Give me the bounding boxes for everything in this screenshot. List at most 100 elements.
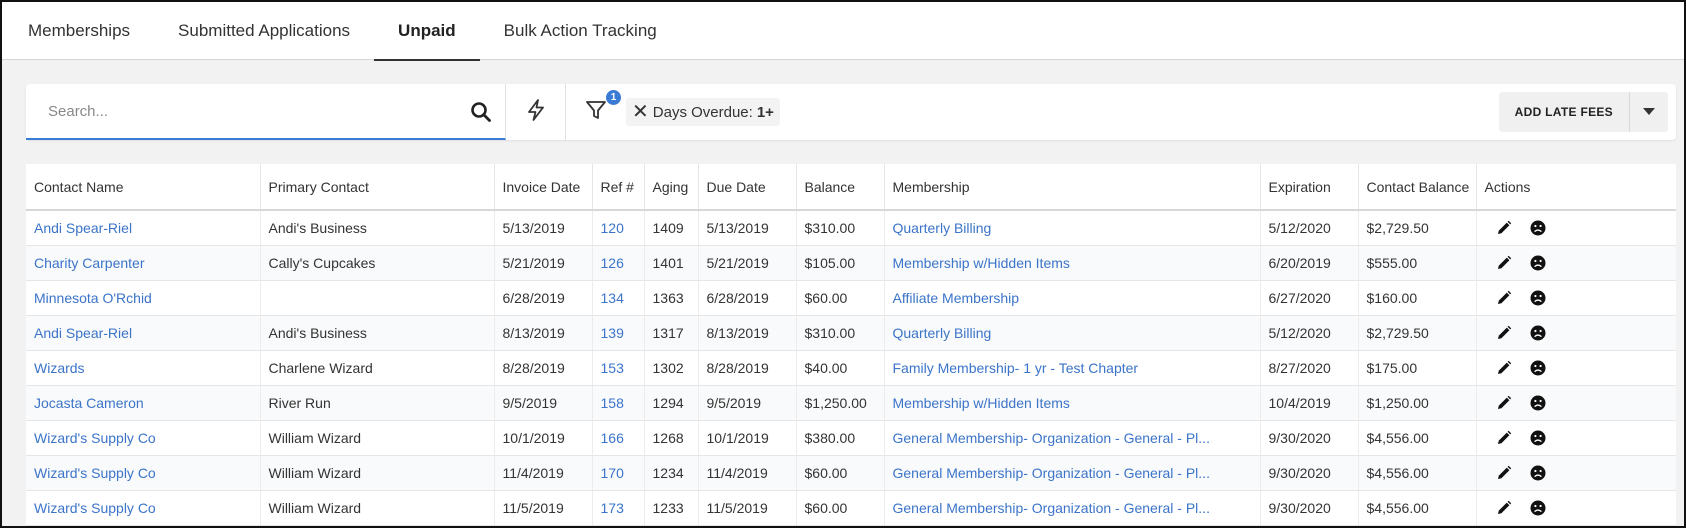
frown-face-icon[interactable] xyxy=(1529,324,1547,342)
membership-link[interactable]: Affiliate Membership xyxy=(884,280,1261,316)
frown-face-icon[interactable] xyxy=(1529,499,1547,517)
pencil-icon[interactable] xyxy=(1495,359,1513,377)
pencil-icon[interactable] xyxy=(1495,429,1513,447)
frown-face-icon[interactable] xyxy=(1529,254,1547,272)
table-row[interactable]: Minnesota O'Rchid 6/28/2019 134 1363 6/28/20… xyxy=(26,280,1676,316)
membership-link[interactable]: General Membership- Organization - Gener… xyxy=(884,455,1261,491)
membership-link[interactable]: Quarterly Billing xyxy=(884,315,1261,351)
tab-bulk-action-tracking[interactable]: Bulk Action Tracking xyxy=(503,21,657,40)
contact-name-link-text[interactable]: Minnesota O'Rchid xyxy=(34,289,152,306)
membership-link-text[interactable]: Affiliate Membership xyxy=(892,289,1020,306)
frown-face-icon[interactable] xyxy=(1529,429,1547,447)
frown-face-icon[interactable] xyxy=(1529,219,1547,237)
contact-name-link-text[interactable]: Wizard's Supply Co xyxy=(34,464,156,481)
ref-number-link[interactable]: 170 xyxy=(592,455,645,491)
column-header[interactable]: Primary Contact xyxy=(260,164,495,211)
frown-face-icon[interactable] xyxy=(1529,359,1547,377)
membership-link[interactable]: General Membership- Organization - Gener… xyxy=(884,490,1261,526)
column-header[interactable]: Expiration xyxy=(1260,164,1359,211)
membership-link-text[interactable]: Family Membership- 1 yr - Test Chapter xyxy=(892,359,1139,376)
membership-link[interactable]: Membership w/Hidden Items xyxy=(884,245,1261,281)
tab-submitted-applications[interactable]: Submitted Applications xyxy=(178,21,351,40)
ref-number-link-text[interactable]: 139 xyxy=(600,324,624,341)
pencil-icon[interactable] xyxy=(1495,394,1513,412)
membership-link-text[interactable]: General Membership- Organization - Gener… xyxy=(892,499,1210,516)
ref-number-link[interactable]: 153 xyxy=(592,350,645,386)
membership-link-text[interactable]: Membership w/Hidden Items xyxy=(892,254,1070,271)
membership-link-text[interactable]: Quarterly Billing xyxy=(892,324,992,341)
ref-number-link-text[interactable]: 126 xyxy=(600,254,624,271)
contact-name-link[interactable]: Andi Spear-Riel xyxy=(26,315,261,351)
add-late-fees-button[interactable]: ADD LATE FEES xyxy=(1499,92,1630,132)
contact-name-link-text[interactable]: Wizards xyxy=(34,359,85,376)
quick-actions-button[interactable] xyxy=(506,84,566,140)
membership-link-text[interactable]: Quarterly Billing xyxy=(892,219,992,236)
table-row[interactable]: Wizard's Supply Co William Wizard 10/1/201… xyxy=(26,420,1676,456)
contact-name-link[interactable]: Charity Carpenter xyxy=(26,245,261,281)
pencil-icon[interactable] xyxy=(1495,324,1513,342)
contact-name-link[interactable]: Wizard's Supply Co xyxy=(26,455,261,491)
frown-face-icon[interactable] xyxy=(1529,464,1547,482)
table-row[interactable]: Charity Carpenter Cally's Cupcakes 5/21/20… xyxy=(26,245,1676,281)
contact-name-link[interactable]: Wizard's Supply Co xyxy=(26,490,261,526)
ref-number-link[interactable]: 139 xyxy=(592,315,645,351)
membership-link-text[interactable]: General Membership- Organization - Gener… xyxy=(892,429,1210,446)
contact-name-link-text[interactable]: Wizard's Supply Co xyxy=(34,499,156,516)
pencil-icon[interactable] xyxy=(1495,289,1513,307)
contact-name-link[interactable]: Wizard's Supply Co xyxy=(26,420,261,456)
table-row[interactable]: Andi Spear-Riel Andi's Business 5/13/2019 1… xyxy=(26,210,1676,246)
column-header[interactable]: Actions xyxy=(1476,164,1676,211)
frown-face-icon[interactable] xyxy=(1529,289,1547,307)
contact-name-link[interactable]: Andi Spear-Riel xyxy=(26,210,261,246)
ref-number-link[interactable]: 120 xyxy=(592,210,645,246)
ref-number-link-text[interactable]: 153 xyxy=(600,359,624,376)
contact-name-link[interactable]: Jocasta Cameron xyxy=(26,385,261,421)
search-icon[interactable] xyxy=(469,100,493,124)
pencil-icon[interactable] xyxy=(1495,499,1513,517)
tab-memberships[interactable]: Memberships xyxy=(28,21,131,40)
column-header[interactable]: Contact Balance xyxy=(1358,164,1477,211)
column-header[interactable]: Membership xyxy=(884,164,1261,211)
ref-number-link-text[interactable]: 170 xyxy=(600,464,624,481)
column-header[interactable]: Balance xyxy=(796,164,885,211)
membership-link[interactable]: General Membership- Organization - Gener… xyxy=(884,420,1261,456)
column-header[interactable]: Ref # xyxy=(592,164,645,211)
contact-name-link-text[interactable]: Jocasta Cameron xyxy=(34,394,144,411)
tab-unpaid[interactable]: Unpaid xyxy=(374,2,480,61)
pencil-icon[interactable] xyxy=(1495,254,1513,272)
ref-number-link[interactable]: 158 xyxy=(592,385,645,421)
contact-name-link[interactable]: Wizards xyxy=(26,350,261,386)
ref-number-link-text[interactable]: 158 xyxy=(600,394,624,411)
frown-face-icon[interactable] xyxy=(1529,394,1547,412)
pencil-icon[interactable] xyxy=(1495,219,1513,237)
membership-link-text[interactable]: General Membership- Organization - Gener… xyxy=(892,464,1210,481)
close-icon[interactable]: ✕ xyxy=(632,101,649,123)
table-row[interactable]: Wizard's Supply Co William Wizard 11/5/201… xyxy=(26,490,1676,526)
membership-link[interactable]: Membership w/Hidden Items xyxy=(884,385,1261,421)
column-header[interactable]: Aging xyxy=(644,164,699,211)
ref-number-link-text[interactable]: 134 xyxy=(600,289,624,306)
filter-button[interactable]: 1 xyxy=(566,84,626,140)
column-header[interactable]: Due Date xyxy=(698,164,797,211)
ref-number-link-text[interactable]: 120 xyxy=(600,219,624,236)
late-fees-dropdown-button[interactable] xyxy=(1630,92,1668,132)
ref-number-link[interactable]: 134 xyxy=(592,280,645,316)
table-row[interactable]: Wizards Charlene Wizard 8/28/2019 153 1302 8/… xyxy=(26,350,1676,386)
column-header[interactable]: Invoice Date xyxy=(494,164,593,211)
ref-number-link-text[interactable]: 173 xyxy=(600,499,624,516)
contact-name-link-text[interactable]: Wizard's Supply Co xyxy=(34,429,156,446)
ref-number-link-text[interactable]: 166 xyxy=(600,429,624,446)
table-row[interactable]: Andi Spear-Riel Andi's Business 8/13/2019 1… xyxy=(26,315,1676,351)
pencil-icon[interactable] xyxy=(1495,464,1513,482)
ref-number-link[interactable]: 166 xyxy=(592,420,645,456)
ref-number-link[interactable]: 126 xyxy=(592,245,645,281)
ref-number-link[interactable]: 173 xyxy=(592,490,645,526)
search-input[interactable] xyxy=(26,91,446,131)
table-row[interactable]: Wizard's Supply Co William Wizard 11/4/201… xyxy=(26,455,1676,491)
contact-name-link[interactable]: Minnesota O'Rchid xyxy=(26,280,261,316)
membership-link[interactable]: Quarterly Billing xyxy=(884,210,1261,246)
membership-link[interactable]: Family Membership- 1 yr - Test Chapter xyxy=(884,350,1261,386)
contact-name-link-text[interactable]: Charity Carpenter xyxy=(34,254,145,271)
contact-name-link-text[interactable]: Andi Spear-Riel xyxy=(34,324,133,341)
table-row[interactable]: Jocasta Cameron River Run 9/5/2019 158 1294 9… xyxy=(26,385,1676,421)
